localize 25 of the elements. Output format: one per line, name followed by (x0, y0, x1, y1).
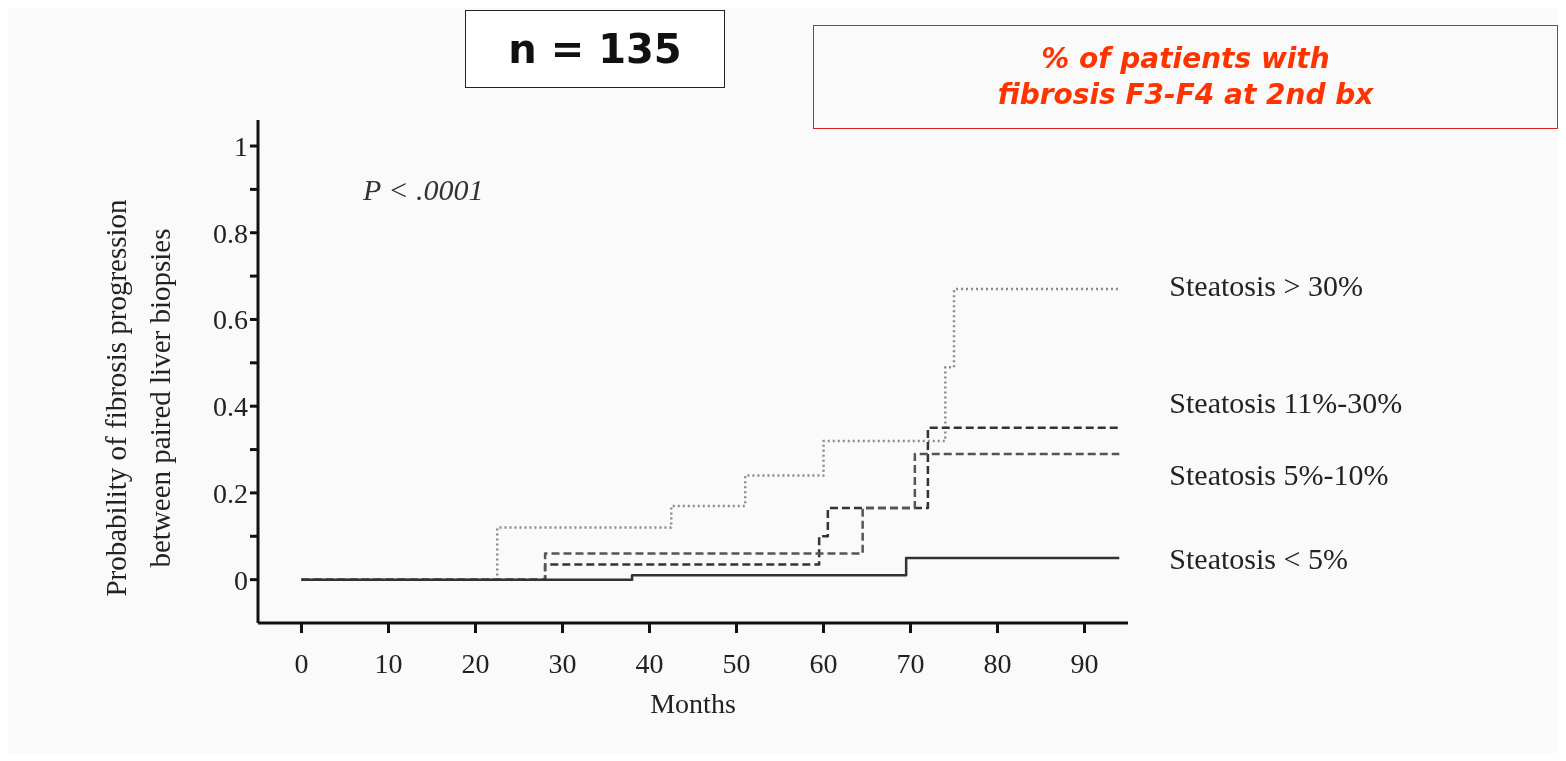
y-tick-label: 0.6 (213, 304, 248, 336)
x-tick-label: 70 (896, 647, 925, 679)
x-tick-label: 10 (374, 647, 403, 679)
y-axis-title: Probability of fibrosis progression between paired liver biopsies (99, 198, 177, 599)
text: % of patients with fibrosis F3-F4 at 2nd bx (813, 25, 1558, 129)
series-label: Steatosis > 30% (1169, 269, 1363, 302)
y-tick-label: 0.8 (213, 217, 248, 249)
y-tick-label: 0.4 (213, 391, 248, 423)
series-label: Steatosis 11%-30% (1169, 385, 1403, 419)
x-tick-label: 80 (983, 647, 1012, 679)
x-tick-label: 50 (722, 647, 751, 679)
x-axis-title: Months (650, 688, 736, 719)
x-tick-label: 90 (1070, 647, 1099, 679)
x-tick-label: 20 (461, 647, 490, 679)
y-tick-label: 0 (234, 564, 248, 596)
series-label: Steatosis < 5% (1169, 541, 1348, 575)
annotation: P < .0001 (363, 173, 484, 207)
text: n = 135 (465, 10, 725, 88)
x-tick-label: 60 (809, 647, 838, 679)
series-label: Steatosis 5%-10% (1169, 457, 1389, 491)
x-tick-label: 40 (635, 647, 664, 679)
x-tick-label: 0 (294, 647, 309, 679)
y-tick-label: 1 (234, 130, 248, 162)
y-tick-label: 0.2 (213, 477, 248, 509)
x-tick-label: 30 (548, 647, 577, 679)
